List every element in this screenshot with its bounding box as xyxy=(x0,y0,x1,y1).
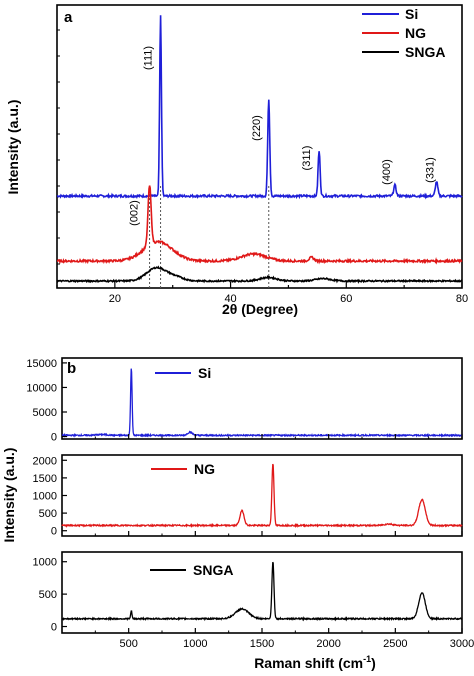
peak-label: (311) xyxy=(301,146,313,171)
y-tick-label: 15000 xyxy=(26,358,57,370)
raman-legend-snga: SNGA xyxy=(150,562,233,578)
raman-y-axis-label: Intensity (a.u.) xyxy=(1,448,17,543)
x-tick-label: 20 xyxy=(109,293,121,305)
y-tick-label: 5000 xyxy=(33,407,57,419)
y-tick-label: 1500 xyxy=(33,473,57,485)
series-line-si xyxy=(56,15,463,200)
raman-panel-ng: 0 500 1000 1500 2000 xyxy=(33,455,463,538)
y-axis-minor-ticks xyxy=(57,29,60,265)
peak-label: (111) xyxy=(143,46,155,70)
x-tick-label: 2500 xyxy=(383,638,407,650)
y-tick-label: 0 xyxy=(51,622,57,634)
peak-label: (331) xyxy=(425,157,437,183)
x-tick-label: 40 xyxy=(224,293,236,305)
raman-line-ng xyxy=(61,463,463,529)
y-tick-label: 0 xyxy=(51,432,57,444)
peak-label: (002) xyxy=(129,200,141,226)
y-tick-label: 10000 xyxy=(26,382,57,394)
series-group xyxy=(56,15,463,284)
panel-b-frame-ng xyxy=(61,454,463,537)
raman-x-label-suffix: ) xyxy=(371,655,376,671)
x-axis-ticks: 20 40 60 80 xyxy=(56,282,468,305)
raman-legend-si: Si xyxy=(155,365,211,381)
y-tick-label: 2000 xyxy=(33,455,57,467)
raman-x-label-main: Raman shift (cm xyxy=(254,655,363,671)
x-tick-label: 60 xyxy=(340,293,352,305)
raman-x-axis-label: Raman shift (cm-1) xyxy=(254,654,376,671)
y-tick-label: 1000 xyxy=(33,491,57,503)
peak-labels: (111) (220) (311) (400) (331) (002) xyxy=(129,46,437,226)
x-tick-label: 2000 xyxy=(316,638,340,650)
svg-text:Si: Si xyxy=(198,365,211,381)
raman-x-label-sup: -1 xyxy=(363,654,371,664)
x-tick-label: 500 xyxy=(119,638,137,650)
raman-legend-ng: NG xyxy=(151,461,215,477)
svg-text:SNGA: SNGA xyxy=(193,562,233,578)
raman-line-snga xyxy=(61,561,463,622)
raman-line-si xyxy=(61,368,463,438)
x-tick-label: 80 xyxy=(456,293,468,305)
peak-label: (220) xyxy=(251,115,263,141)
svg-text:NG: NG xyxy=(194,461,215,477)
raman-panel-snga: 0 500 1000 500 1000 1500 2000 2500 3000 xyxy=(33,557,474,650)
series-line-snga xyxy=(56,265,463,284)
legend-item-si: Si xyxy=(362,6,418,22)
svg-text:SNGA: SNGA xyxy=(405,44,445,60)
y-tick-label: 500 xyxy=(39,589,57,601)
panel-label-a: a xyxy=(64,9,73,26)
panel-b: 0 5000 10000 15000 0 500 1000 1500 2000 0 500 1000 5… xyxy=(1,357,474,671)
peak-label: (400) xyxy=(381,159,393,185)
svg-text:NG: NG xyxy=(405,25,426,41)
panel-a: (111)(220)(311)(400) (331)(002) 20 40 60 80 … xyxy=(5,4,468,317)
y-tick-label: 500 xyxy=(39,508,57,520)
x-tick-label: 1500 xyxy=(250,638,274,650)
series-line-ng xyxy=(56,185,463,265)
x-tick-label: 3000 xyxy=(450,638,474,650)
x-tick-label: 1000 xyxy=(183,638,207,650)
panel-a-frame xyxy=(56,4,463,289)
y-tick-label: 1000 xyxy=(33,557,57,569)
panel-b-frame-snga xyxy=(61,551,463,634)
raman-panel-si: 0 5000 10000 15000 xyxy=(26,358,463,444)
panel-b-frame-si xyxy=(61,357,463,440)
legend: Si NG SNGA xyxy=(362,6,445,60)
y-axis-label: Intensity (a.u.) xyxy=(5,100,21,195)
raman-series-group: 0 5000 10000 15000 0 500 1000 1500 2000 0 500 1000 5… xyxy=(26,358,474,650)
svg-text:Si: Si xyxy=(405,6,418,22)
x-axis-label: 2θ (Degree) xyxy=(222,301,298,317)
panel-label-b: b xyxy=(67,360,76,377)
legend-item-snga: SNGA xyxy=(362,44,445,60)
legend-item-ng: NG xyxy=(362,25,426,41)
y-tick-label: 0 xyxy=(51,526,57,538)
